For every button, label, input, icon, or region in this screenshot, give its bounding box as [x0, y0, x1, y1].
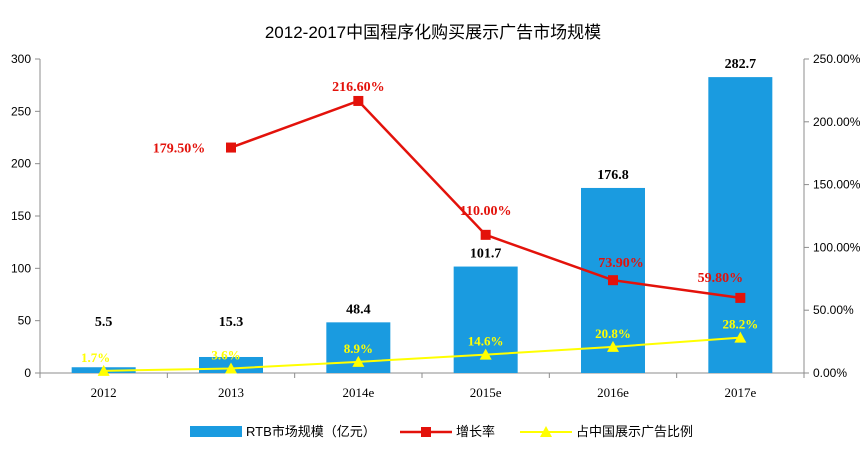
- share-label: 1.7%: [81, 350, 110, 365]
- share-marker: [97, 364, 110, 376]
- legend-swatch-bar: [190, 426, 242, 437]
- growth-rate-marker: [735, 292, 746, 303]
- left-tick-label: 300: [11, 52, 31, 66]
- line-series: [97, 95, 747, 376]
- left-tick-label: 100: [11, 261, 31, 275]
- growth-rate-label: 179.50%: [153, 142, 206, 157]
- share-label: 14.6%: [468, 334, 504, 349]
- x-tick-label: 2017e: [724, 385, 756, 400]
- bar: [708, 77, 773, 373]
- growth-rate-label: 59.80%: [698, 271, 744, 286]
- x-tick-label: 2016e: [597, 385, 629, 400]
- growth-rate-marker: [226, 142, 236, 153]
- legend-label: RTB市场规模（亿元）: [246, 424, 376, 439]
- data-labels: 5.5 15.3 48.4 101.7 176.8 282.7 179.50% 216.60%…: [81, 57, 758, 365]
- x-tick-label: 2012: [91, 385, 117, 400]
- right-tick-label: 50.00%: [813, 303, 854, 317]
- legend-marker-growth: [421, 427, 431, 437]
- growth-rate-label: 216.60%: [332, 80, 385, 95]
- growth-rate-label: 73.90%: [598, 256, 644, 271]
- share-label: 20.8%: [595, 326, 631, 341]
- growth-rate-marker: [480, 229, 491, 240]
- left-tick-label: 0: [24, 366, 31, 380]
- growth-rate-marker: [353, 95, 364, 106]
- share-label: 28.2%: [722, 317, 758, 332]
- legend: RTB市场规模（亿元） 增长率 占中国展示广告比例: [190, 424, 693, 439]
- share-marker: [225, 362, 237, 374]
- left-tick-label: 150: [11, 209, 31, 223]
- right-tick-label: 250.00%: [813, 52, 861, 66]
- bar-value-label: 101.7: [470, 247, 502, 262]
- legend-marker-share: [540, 426, 552, 437]
- bar-value-label: 176.8: [597, 168, 629, 183]
- right-tick-label: 150.00%: [813, 178, 861, 192]
- left-tick-label: 250: [11, 104, 31, 118]
- share-marker: [352, 355, 365, 367]
- right-tick-label: 0.00%: [813, 366, 847, 380]
- share-marker: [607, 340, 619, 352]
- legend-label: 增长率: [456, 424, 495, 439]
- legend-label: 占中国展示广告比例: [576, 424, 693, 439]
- share-label: 8.9%: [344, 341, 373, 356]
- x-tick-label: 2013: [218, 385, 244, 400]
- chart-title: 2012-2017中国程序化购买展示广告市场规模: [265, 23, 601, 42]
- bar-value-label: 15.3: [219, 315, 244, 330]
- left-tick-label: 50: [18, 314, 32, 328]
- share-line: [103, 336, 741, 372]
- bar-value-label: 48.4: [346, 302, 371, 317]
- left-tick-label: 200: [11, 157, 31, 171]
- bar-value-label: 5.5: [95, 315, 113, 330]
- bar-value-label: 282.7: [725, 57, 757, 72]
- share-marker: [734, 331, 747, 343]
- x-tick-label: 2014e: [342, 385, 374, 400]
- axes: 0 50 100 150 200 250 300 0.00% 50.00% 100.00% 150.…: [11, 52, 861, 400]
- right-tick-label: 200.00%: [813, 115, 861, 129]
- right-tick-label: 100.00%: [813, 240, 861, 254]
- share-label: 3.6%: [211, 347, 240, 362]
- bar-series: [71, 77, 773, 373]
- growth-rate-marker: [608, 275, 618, 286]
- share-marker: [479, 348, 492, 360]
- x-tick-label: 2015e: [470, 385, 502, 400]
- growth-rate-label: 110.00%: [460, 204, 512, 219]
